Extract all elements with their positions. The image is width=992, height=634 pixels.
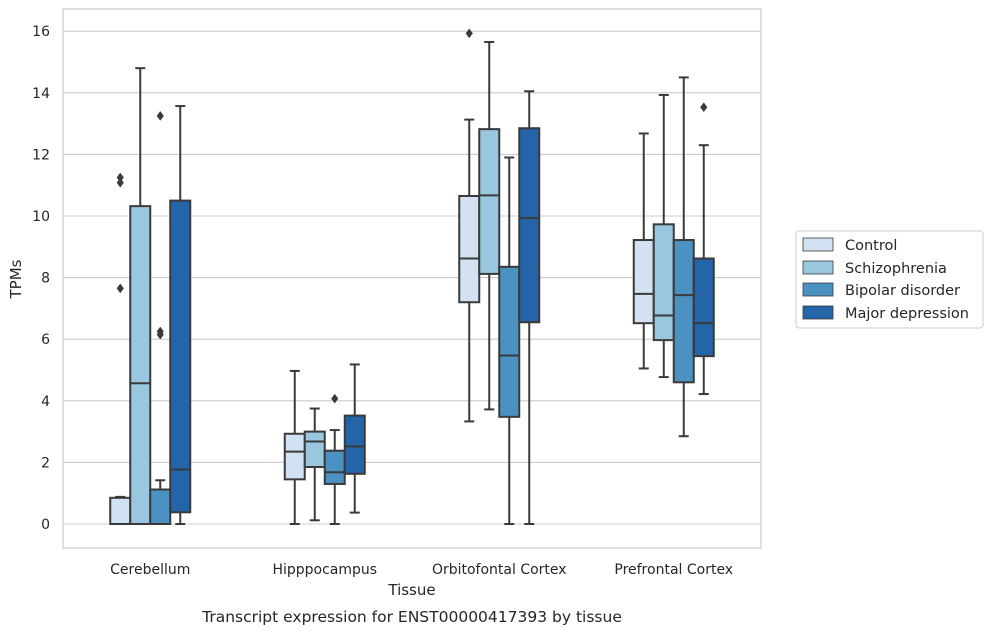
legend: Control Schizophrenia Bipolar disorder M… [795,230,984,329]
x-tick-label-cerebellum: Cerebellum [110,562,190,578]
x-axis-title: Tissue [387,581,435,599]
y-tick-label-2: 2 [41,455,50,471]
outlier-point [156,329,164,340]
outlier-point [465,28,473,39]
y-axis-title: TPMs [7,259,25,299]
legend-swatch-control [802,237,834,252]
outlier-point [116,177,124,188]
box-series [109,28,715,526]
legend-swatch-bipolar-disorder [802,282,834,297]
x-tick-label-orbitofontal-cortex: Orbitofontal Cortex [432,562,567,578]
box-body [169,199,192,514]
box-body [458,194,481,304]
legend-entry-schizophrenia: Schizophrenia [802,260,947,277]
box-cerebellum-schizophrenia [129,67,152,525]
legend-swatch-major-depression [802,305,834,320]
box-body [343,414,366,475]
y-tick-label-6: 6 [41,332,50,348]
legend-label-schizophrenia: Schizophrenia [845,261,947,277]
y-tick-label-0: 0 [41,517,50,533]
box-body [303,430,326,469]
box-hipppocampus-schizophrenia [303,407,326,522]
box-prefrontal-cortex-schizophrenia [652,93,675,379]
y-tick-label-10: 10 [32,209,50,225]
box-orbitofontal-cortex-bipolar-disorder [498,156,521,525]
box-body [692,257,715,358]
legend-frame [795,230,984,329]
legend-label-bipolar-disorder: Bipolar disorder [845,283,960,299]
y-tick-label-12: 12 [32,147,50,163]
legend-entry-major-depression: Major depression [802,305,969,322]
y-tick-label-14: 14 [32,86,50,102]
x-tick-labels: Cerebellum Hipppocampus Orbitofontal Corte… [110,562,733,578]
box-body [632,239,655,325]
y-tick-label-16: 16 [32,24,50,40]
outlier-point [331,393,339,404]
legend-entry-bipolar-disorder: Bipolar disorder [802,282,960,299]
box-prefrontal-cortex-control [632,132,655,370]
plot-frame [62,8,762,549]
box-body [149,488,172,525]
box-body [672,239,695,384]
outlier-point [116,283,124,294]
box-body [323,449,346,485]
box-prefrontal-cortex-major-depression [692,102,715,396]
box-hipppocampus-control [283,369,306,525]
chart-caption: Transcript expression for ENST0000041739… [201,608,622,626]
box-body [478,128,501,275]
box-orbitofontal-cortex-schizophrenia [478,40,501,411]
box-prefrontal-cortex-bipolar-disorder [672,76,695,438]
box-cerebellum-major-depression [169,105,192,525]
x-tick-label-prefrontal-cortex: Prefrontal Cortex [614,562,733,578]
legend-label-control: Control [845,238,897,254]
x-tick-label-hipppocampus: Hipppocampus [272,562,377,578]
box-body [518,127,541,324]
box-body [498,265,521,418]
legend-entry-control: Control [802,237,897,254]
legend-swatch-schizophrenia [802,260,834,275]
y-tick-labels: 0 2 4 6 8 10 12 14 16 [32,24,50,533]
outlier-point [156,110,164,121]
box-body [652,223,675,342]
box-cerebellum-control [109,172,132,526]
box-hipppocampus-major-depression [343,363,366,514]
box-hipppocampus-bipolar-disorder [323,393,346,525]
box-body [129,205,152,525]
box-body [283,432,306,481]
outlier-point [700,102,708,113]
y-tick-label-4: 4 [41,394,50,410]
box-body [109,496,132,526]
legend-label-major-depression: Major depression [845,306,969,322]
y-tick-label-8: 8 [41,271,50,287]
box-orbitofontal-cortex-major-depression [518,90,541,525]
